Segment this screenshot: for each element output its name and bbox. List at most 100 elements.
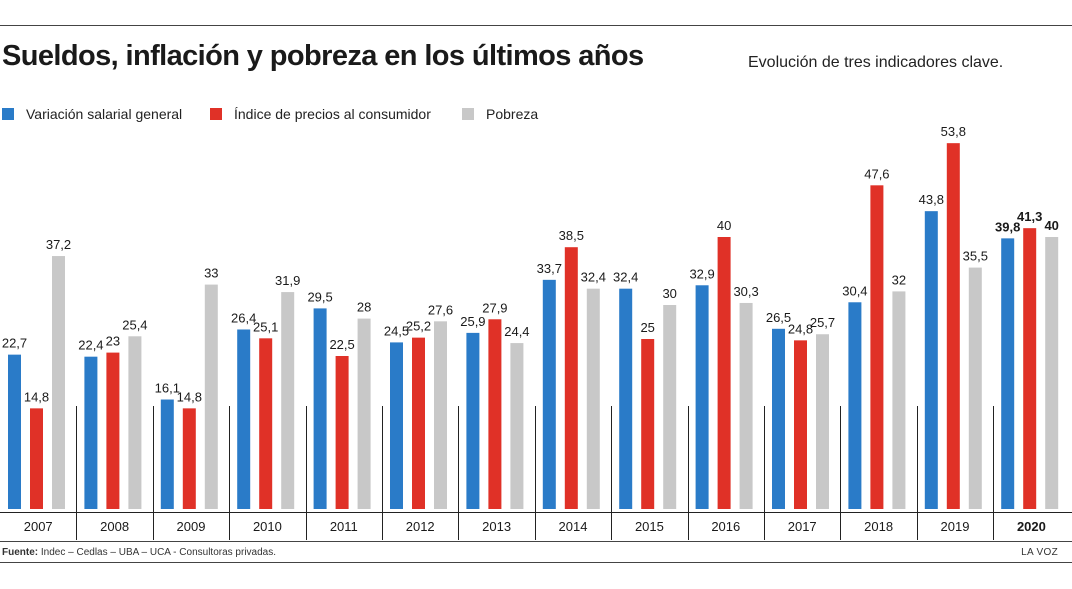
bar (542, 279, 556, 509)
data-label: 53,8 (941, 124, 966, 139)
bar (182, 408, 196, 509)
data-label: 28 (357, 300, 371, 315)
category-label: 2012 (406, 519, 435, 534)
legend-swatch-ipc (210, 108, 222, 120)
bar (695, 285, 709, 509)
chart-subtitle: Evolución de tres indicadores clave. (748, 54, 1004, 71)
brand-credit: LA VOZ (1021, 547, 1058, 558)
bar (281, 292, 295, 509)
data-label: 32,4 (613, 270, 638, 285)
data-label: 26,5 (766, 310, 791, 325)
data-label: 16,1 (155, 381, 180, 396)
data-label: 27,9 (482, 300, 507, 315)
legend-item-pobreza: Pobreza (462, 106, 538, 122)
data-label: 32 (892, 272, 906, 287)
data-label: 31,9 (275, 273, 300, 288)
bar (641, 339, 655, 509)
bar (204, 284, 218, 509)
legend-label-pobreza: Pobreza (486, 106, 539, 122)
data-label: 24,4 (504, 324, 529, 339)
category-label: 2019 (941, 519, 970, 534)
data-label: 32,9 (689, 266, 714, 281)
data-label: 30,3 (733, 284, 758, 299)
data-label: 40 (717, 218, 731, 233)
source-label: Fuente: (2, 547, 39, 558)
bar (510, 343, 524, 509)
category-label: 2015 (635, 519, 664, 534)
data-label: 39,8 (995, 219, 1020, 234)
category-label: 2011 (330, 519, 358, 534)
data-label: 25,4 (122, 317, 147, 332)
bar (259, 338, 273, 509)
bar (30, 408, 43, 509)
data-label: 26,4 (231, 310, 256, 325)
bar (564, 247, 578, 509)
data-label: 32,4 (581, 270, 606, 285)
bar (128, 336, 142, 509)
data-label: 29,5 (307, 289, 332, 304)
bar (924, 211, 938, 509)
bar (619, 288, 633, 509)
data-label: 37,2 (46, 237, 71, 252)
bar (1045, 237, 1059, 509)
data-label: 25,9 (460, 314, 485, 329)
data-label: 30,4 (842, 283, 867, 298)
bar (237, 329, 251, 509)
bar (466, 332, 480, 509)
data-label: 23 (106, 334, 120, 349)
category-label: 2020 (1017, 519, 1046, 534)
bar (870, 185, 884, 509)
bottom-rule (0, 541, 1072, 542)
bar (335, 356, 349, 509)
bar (488, 319, 502, 509)
legend-swatch-salarial (2, 108, 14, 120)
category-label: 2010 (253, 519, 282, 534)
bar (946, 143, 960, 509)
category-label: 2018 (864, 519, 893, 534)
data-label: 25,7 (810, 315, 835, 330)
bar (794, 340, 807, 509)
bar (892, 291, 906, 509)
data-label: 24,5 (384, 323, 409, 338)
bar (106, 352, 120, 509)
legend-label-ipc: Índice de precios al consumidor (234, 106, 431, 122)
chart-title: Sueldos, inflación y pobreza en los últi… (2, 40, 644, 72)
source-note: Fuente: Indec – Cedlas – UBA – UCA - Con… (2, 547, 276, 558)
category-label: 2007 (24, 519, 53, 534)
bar (1023, 228, 1037, 509)
category-label: 2009 (177, 519, 206, 534)
legend-item-salarial: Variación salarial general (2, 106, 182, 122)
data-label: 25,1 (253, 319, 278, 334)
bar (586, 288, 600, 509)
bar (313, 308, 327, 509)
data-label: 25 (640, 320, 654, 335)
data-label: 30 (662, 286, 676, 301)
category-label: 2013 (482, 519, 511, 534)
category-label: 2017 (788, 519, 817, 534)
bar (968, 267, 982, 509)
data-label: 33 (204, 266, 218, 281)
bar (848, 302, 862, 509)
data-label: 43,8 (919, 192, 944, 207)
data-label: 25,2 (406, 319, 431, 334)
data-label: 40 (1044, 218, 1058, 233)
bar (739, 302, 753, 509)
category-label: 2016 (711, 519, 740, 534)
data-label: 47,6 (864, 166, 889, 181)
data-label: 22,7 (2, 336, 27, 351)
bar (1001, 238, 1015, 510)
bar (663, 305, 677, 509)
legend-label-salarial: Variación salarial general (26, 106, 183, 122)
data-label: 38,5 (559, 228, 584, 243)
data-label: 22,5 (329, 337, 354, 352)
data-label: 22,4 (78, 338, 103, 353)
data-label: 35,5 (963, 249, 988, 264)
data-label: 14,8 (177, 389, 202, 404)
footer-rule (0, 562, 1072, 563)
legend-swatch-pobreza (462, 108, 474, 120)
bar (816, 334, 829, 509)
legend-item-ipc: Índice de precios al consumidor (210, 106, 431, 122)
bar (772, 328, 785, 509)
data-label: 14,8 (24, 389, 49, 404)
